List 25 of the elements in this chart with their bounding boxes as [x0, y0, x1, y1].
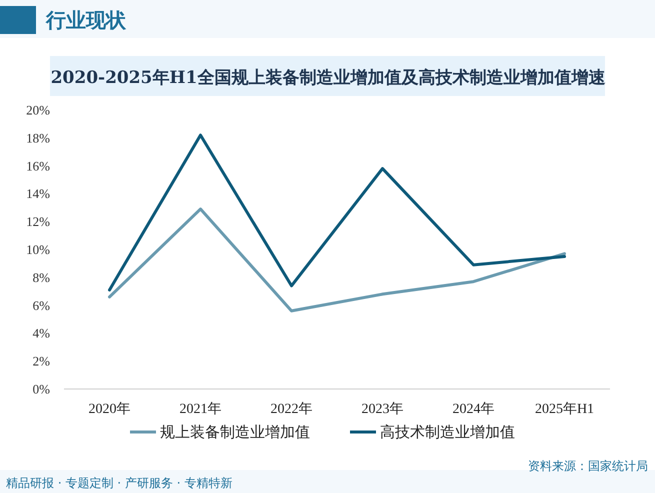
x-tick-label: 2021年 — [180, 401, 222, 417]
y-tick-label: 14% — [26, 186, 50, 202]
x-tick-label: 2023年 — [362, 401, 404, 417]
line-series — [108, 134, 566, 292]
y-tick-label: 10% — [26, 242, 50, 257]
y-tick-label: 4% — [32, 326, 50, 341]
y-tick-label: 18% — [26, 130, 50, 146]
legend-label: 规上装备制造业增加值 — [160, 423, 310, 441]
x-tick-label: 2024年 — [452, 401, 494, 417]
text: 行业现状 — [45, 8, 127, 32]
legend-label: 高技术制造业增加值 — [380, 423, 515, 441]
text: 资料来源：国家统计局 — [528, 459, 648, 473]
y-tick-label: 2% — [32, 354, 50, 369]
y-tick-label: 0% — [32, 382, 50, 396]
chart-title: 2020-2025年H1全国规上装备制造业增加值及高技术制造业增加值增速 — [50, 68, 606, 88]
line-series — [108, 208, 566, 312]
y-tick-label: 8% — [32, 270, 50, 285]
x-tick-label: 2025年H1 — [534, 401, 594, 417]
text: 精品研报 · 专题定制 · 产研服务 · 专精特新 — [6, 476, 232, 490]
y-tick-label: 16% — [26, 158, 50, 174]
y-tick-label: 6% — [32, 298, 50, 313]
y-tick-label: 12% — [26, 214, 50, 230]
x-tick-label: 2022年 — [270, 401, 312, 417]
y-tick-label: 20% — [26, 102, 50, 118]
x-tick-label: 2020年 — [88, 401, 130, 417]
